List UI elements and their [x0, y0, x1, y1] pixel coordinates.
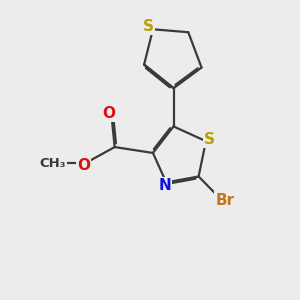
- Text: S: S: [204, 132, 215, 147]
- Text: Br: Br: [215, 193, 235, 208]
- Text: N: N: [158, 178, 171, 194]
- Text: O: O: [77, 158, 90, 173]
- Text: CH₃: CH₃: [40, 157, 66, 170]
- Text: S: S: [143, 19, 154, 34]
- Text: O: O: [102, 106, 115, 121]
